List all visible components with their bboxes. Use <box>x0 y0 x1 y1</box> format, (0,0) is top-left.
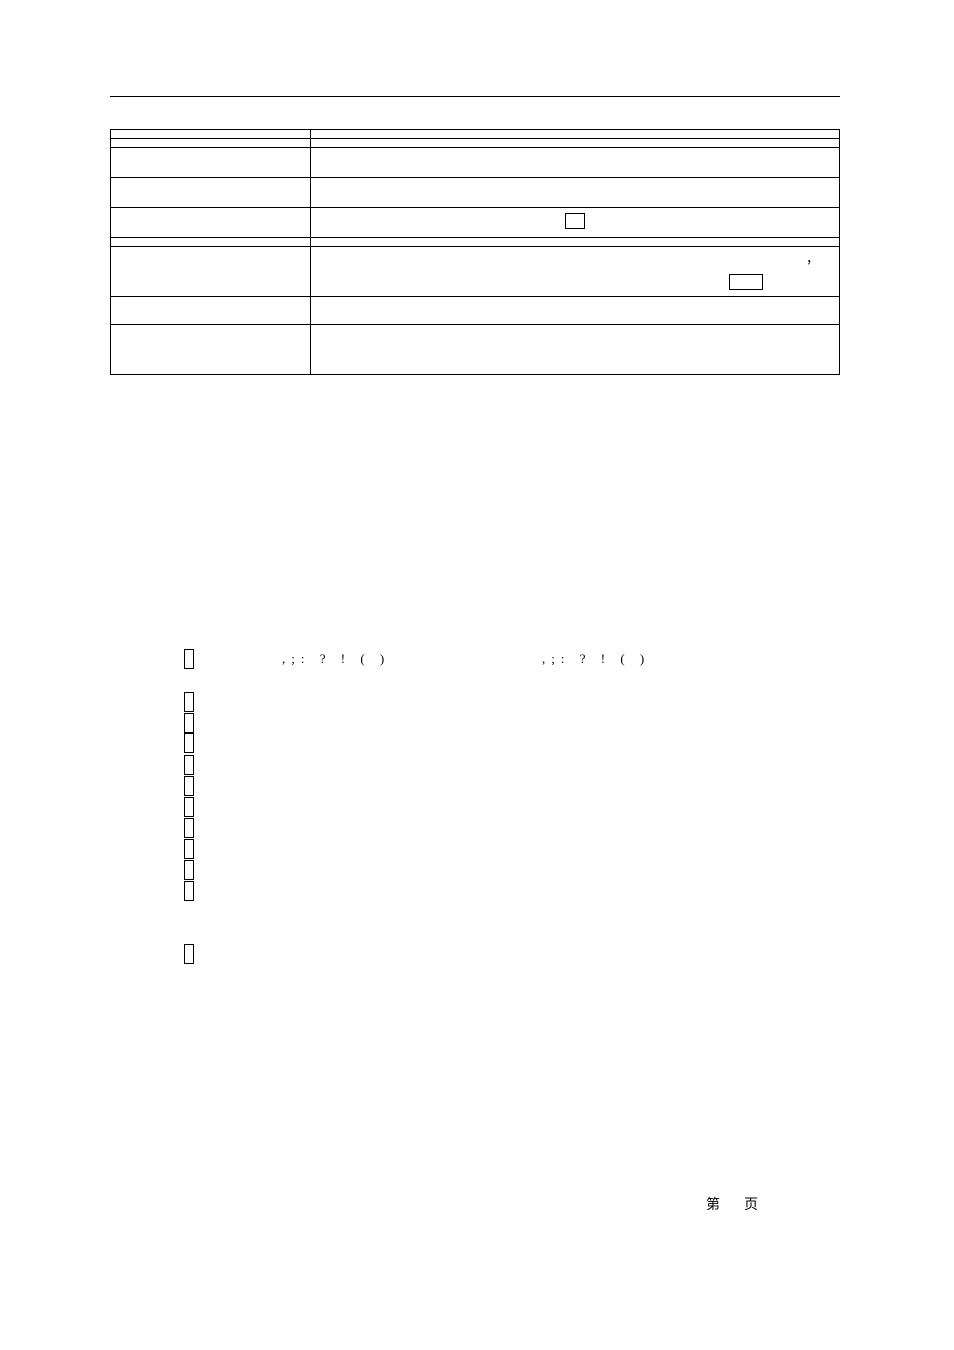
header-rule <box>110 96 840 97</box>
cell-label <box>111 247 311 297</box>
cell-value <box>311 238 840 247</box>
table-row: ， <box>111 247 840 297</box>
margin-box <box>184 649 194 669</box>
cell-value <box>311 178 840 208</box>
cell-label <box>111 208 311 238</box>
cell-value-multiline: ， <box>311 247 840 297</box>
margin-box <box>184 818 194 838</box>
cell-label <box>111 238 311 247</box>
margin-box <box>184 733 194 753</box>
margin-box <box>184 839 194 859</box>
cell-value <box>311 148 840 178</box>
cell-value <box>311 130 840 139</box>
cell-label <box>111 148 311 178</box>
punct-seq-left: ,;: ? ! ( ) <box>282 651 390 667</box>
cell-value <box>311 297 840 325</box>
table-row <box>111 325 840 375</box>
inline-small-box <box>565 213 585 229</box>
table-row <box>111 139 840 148</box>
table-row <box>111 238 840 247</box>
comma-glyph: ， <box>806 251 819 266</box>
margin-box <box>184 797 194 817</box>
table-row <box>111 297 840 325</box>
page-body: ， <box>110 0 840 375</box>
table-row <box>111 208 840 238</box>
margin-box <box>184 692 194 712</box>
punct-seq-right: ,;: ? ! ( ) <box>542 651 650 667</box>
margin-box <box>184 860 194 880</box>
cell-value-with-box <box>311 208 840 238</box>
cell-label <box>111 139 311 148</box>
table-row <box>111 178 840 208</box>
info-table: ， <box>110 129 840 375</box>
margin-box <box>184 776 194 796</box>
footer-left: 第 <box>706 1198 744 1213</box>
margin-box <box>184 944 194 964</box>
cell-label <box>111 130 311 139</box>
cell-label <box>111 325 311 375</box>
table-row <box>111 130 840 139</box>
cell-value <box>311 139 840 148</box>
table-row <box>111 148 840 178</box>
inline-wide-box <box>729 274 763 290</box>
cell-label <box>111 178 311 208</box>
cell-label <box>111 297 311 325</box>
cell-value <box>311 325 840 375</box>
margin-box <box>184 881 194 901</box>
margin-box <box>184 713 194 733</box>
footer-right: 页 <box>744 1198 782 1213</box>
page-footer: 第页 <box>706 1194 782 1214</box>
margin-box <box>184 755 194 775</box>
